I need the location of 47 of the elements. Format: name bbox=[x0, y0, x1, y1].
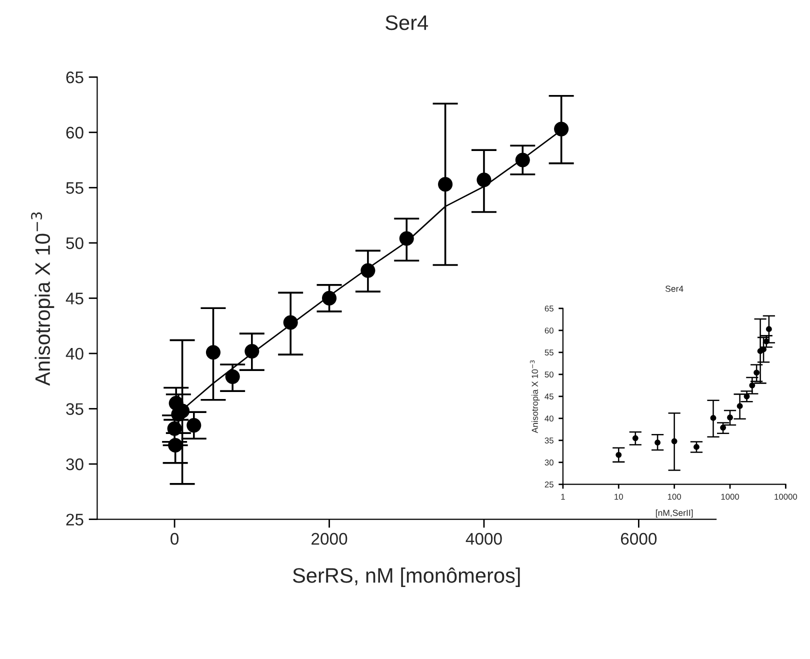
y-axis-title: Anisotropia X 10$^{−3}$ bbox=[31, 212, 54, 386]
y-tick-label: 25 bbox=[544, 482, 554, 488]
point bbox=[186, 418, 202, 433]
point bbox=[515, 152, 530, 168]
y-tick-label: 50 bbox=[66, 237, 84, 250]
point bbox=[476, 172, 492, 188]
y-tick-label: 60 bbox=[544, 328, 554, 334]
x-axis-title: [nM,SerII] bbox=[656, 510, 693, 518]
x-tick-label: 6000 bbox=[620, 532, 657, 545]
y-axis-title: Anisotropia X 10$^{−3}$ bbox=[530, 360, 540, 434]
y-tick-label: 60 bbox=[66, 126, 84, 139]
x-tick-label: 1000 bbox=[721, 494, 740, 500]
point bbox=[360, 263, 376, 278]
y-tick-label: 65 bbox=[544, 306, 554, 312]
x-tick-label: 2000 bbox=[312, 532, 348, 545]
y-tick-label: 30 bbox=[66, 458, 84, 470]
y-tick-label: 65 bbox=[66, 72, 84, 84]
point bbox=[554, 122, 569, 136]
y-tick-label: 35 bbox=[66, 403, 84, 415]
y-tick-label: 40 bbox=[544, 416, 554, 422]
y-tick-label: 45 bbox=[544, 394, 554, 400]
y-tick-label: 30 bbox=[544, 460, 554, 466]
point bbox=[167, 421, 182, 436]
x-tick-label: 4000 bbox=[466, 532, 502, 545]
point bbox=[244, 344, 260, 359]
x-tick-label: 0 bbox=[170, 532, 179, 545]
y-tick-label: 50 bbox=[544, 372, 554, 378]
point bbox=[206, 345, 221, 360]
x-tick-label: 10000 bbox=[774, 494, 798, 500]
point bbox=[168, 438, 183, 453]
chart-title: Ser4 bbox=[665, 286, 684, 292]
point bbox=[283, 315, 298, 330]
y-tick-label: 40 bbox=[66, 348, 84, 360]
point bbox=[322, 290, 337, 306]
x-axis-title: SerRS, nM [monômeros] bbox=[292, 567, 520, 587]
y-tick-label: 55 bbox=[544, 350, 554, 356]
x-tick-label: 100 bbox=[668, 494, 681, 500]
y-tick-label: 55 bbox=[66, 182, 84, 194]
y-tick-label: 25 bbox=[66, 514, 84, 526]
chart-title: Ser4 bbox=[386, 15, 428, 30]
y-tick-label: 35 bbox=[544, 438, 554, 444]
x-tick-label: 1 bbox=[561, 494, 565, 500]
point bbox=[225, 369, 240, 384]
y-tick-label: 45 bbox=[66, 292, 84, 304]
x-tick-label: 10 bbox=[614, 494, 623, 500]
point bbox=[399, 231, 414, 246]
point bbox=[438, 177, 453, 192]
